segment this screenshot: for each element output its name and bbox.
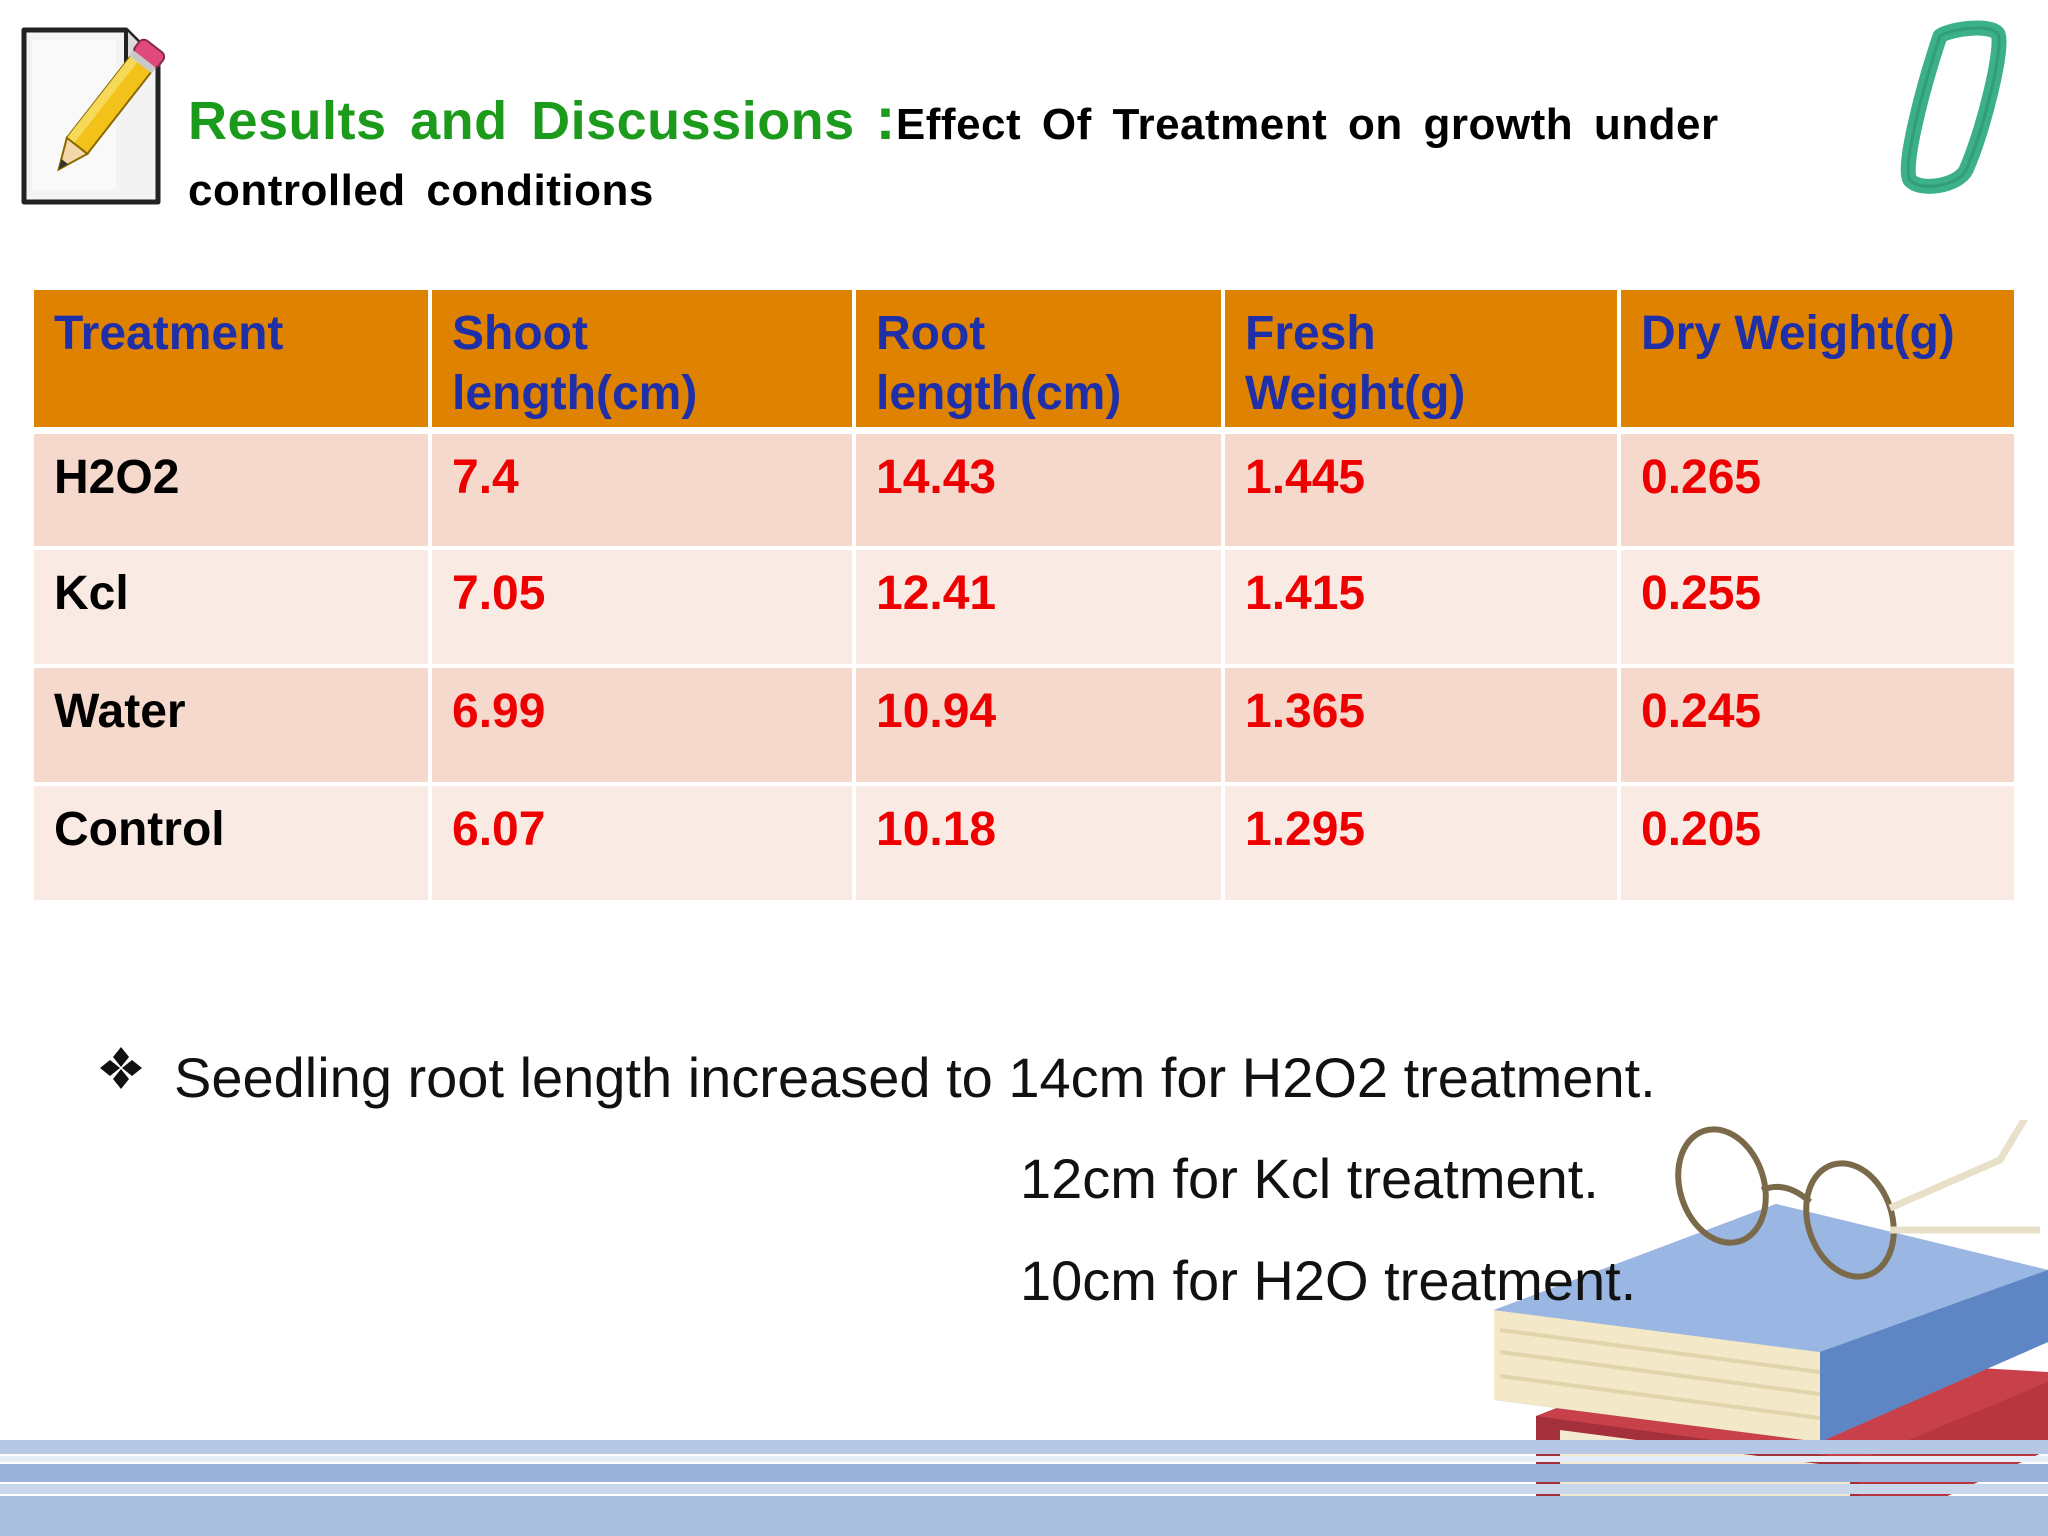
cell-root-length: 12.41: [854, 548, 1225, 668]
cell-shoot-length: 7.05: [430, 548, 856, 668]
slide-title: Results and Discussions :Effect Of Treat…: [188, 86, 1888, 224]
four-diamond-bullet-icon: [100, 1047, 142, 1089]
table-row: Kcl 7.05 12.41 1.415 0.255: [34, 548, 2014, 668]
cell-shoot-length: 6.07: [430, 784, 856, 904]
cell-root-length: 14.43: [854, 430, 1225, 550]
title-main: Results and Discussions: [188, 91, 855, 151]
cell-dry-weight: 0.205: [1619, 784, 2014, 904]
table-row: Water 6.99 10.94 1.365 0.245: [34, 666, 2014, 786]
cell-shoot-length: 7.4: [430, 430, 856, 550]
header-dry-weight: Dry Weight(g): [1619, 290, 2014, 434]
cell-dry-weight: 0.245: [1619, 666, 2014, 786]
green-zero-logo-icon: [1900, 20, 2007, 194]
table-row: Control 6.07 10.18 1.295 0.205: [34, 784, 2014, 904]
cell-dry-weight: 0.265: [1619, 430, 2014, 550]
cell-treatment: H2O2: [34, 430, 432, 550]
table-header-row: Treatment Shoot length(cm) Root length(c…: [34, 290, 2014, 434]
cell-treatment: Water: [34, 666, 432, 786]
table-row: H2O2 7.4 14.43 1.445 0.265: [34, 430, 2014, 550]
cell-shoot-length: 6.99: [430, 666, 856, 786]
header-shoot-length: Shoot length(cm): [430, 290, 856, 434]
bullet-line-1: Seedling root length increased to 14cm f…: [174, 1046, 1656, 1109]
cell-fresh-weight: 1.415: [1223, 548, 1621, 668]
bullet-line-3: 10cm for H2O treatment.: [1020, 1249, 1637, 1312]
cell-treatment: Kcl: [34, 548, 432, 668]
bullet-line-2: 12cm for Kcl treatment.: [1020, 1147, 1599, 1210]
cell-treatment: Control: [34, 784, 432, 904]
header-fresh-weight: Fresh Weight(g): [1223, 290, 1621, 434]
cell-fresh-weight: 1.445: [1223, 430, 1621, 550]
header-treatment: Treatment: [34, 290, 432, 434]
cell-root-length: 10.18: [854, 784, 1225, 904]
title-rest: Effect Of Treatment on growth under cont…: [188, 100, 1719, 215]
footer-stripes: [0, 1440, 2048, 1536]
cell-root-length: 10.94: [854, 666, 1225, 786]
title-colon: :: [875, 85, 896, 152]
results-table: Treatment Shoot length(cm) Root length(c…: [34, 290, 2014, 904]
cell-fresh-weight: 1.365: [1223, 666, 1621, 786]
header-root-length: Root length(cm): [854, 290, 1225, 434]
cell-fresh-weight: 1.295: [1223, 784, 1621, 904]
cell-dry-weight: 0.255: [1619, 548, 2014, 668]
document-pencil-icon: [21, 27, 166, 205]
